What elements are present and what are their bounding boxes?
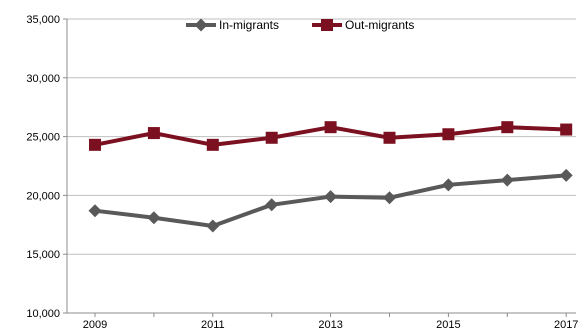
data-point: [383, 131, 396, 144]
legend-item: Out-migrants: [312, 18, 414, 32]
y-tick-label: 15,000: [26, 249, 60, 261]
data-point: [147, 211, 161, 225]
legend-label: Out-migrants: [345, 18, 414, 32]
data-point: [442, 128, 455, 141]
data-point: [501, 121, 514, 134]
x-tick-label: 2011: [201, 319, 225, 328]
legend-swatch-marker: [321, 19, 333, 31]
axes: [66, 19, 576, 314]
x-tick-label: 2017: [554, 319, 578, 328]
x-tick-label: 2009: [83, 319, 107, 328]
series-in-migrants: [88, 168, 573, 233]
legend-label: In-migrants: [219, 18, 279, 32]
data-point: [265, 198, 279, 212]
data-point: [441, 178, 455, 192]
y-tick-label: 20,000: [26, 190, 60, 202]
x-tick-label: 2013: [318, 319, 342, 328]
data-point: [383, 191, 396, 205]
data-point: [89, 138, 101, 151]
data-point: [500, 173, 514, 187]
grid-lines: [67, 18, 576, 314]
data-point: [206, 138, 219, 151]
y-axis-ticks: 10,000 15,000 20,000 25,000 30,000 35,000: [26, 14, 67, 320]
data-point: [206, 219, 220, 233]
y-tick-label: 25,000: [26, 132, 60, 144]
series-out-migrants: [89, 121, 573, 151]
data-point: [324, 121, 337, 134]
y-tick-label: 30,000: [26, 73, 60, 85]
y-tick-label: 10,000: [26, 308, 60, 320]
data-point: [147, 127, 160, 140]
data-point: [88, 204, 102, 218]
x-tick-label: 2015: [436, 319, 460, 328]
legend: In-migrants Out-migrants: [186, 18, 414, 32]
series-group: [88, 121, 573, 233]
data-point: [265, 131, 278, 144]
y-tick-label: 35,000: [26, 14, 60, 26]
x-axis-ticks: 2009 2011 2013 2015 2017: [83, 313, 578, 328]
legend-swatch-marker: [194, 18, 208, 32]
data-point: [324, 190, 338, 204]
data-point: [559, 168, 573, 182]
data-point: [560, 123, 573, 136]
legend-item: In-migrants: [186, 18, 279, 32]
